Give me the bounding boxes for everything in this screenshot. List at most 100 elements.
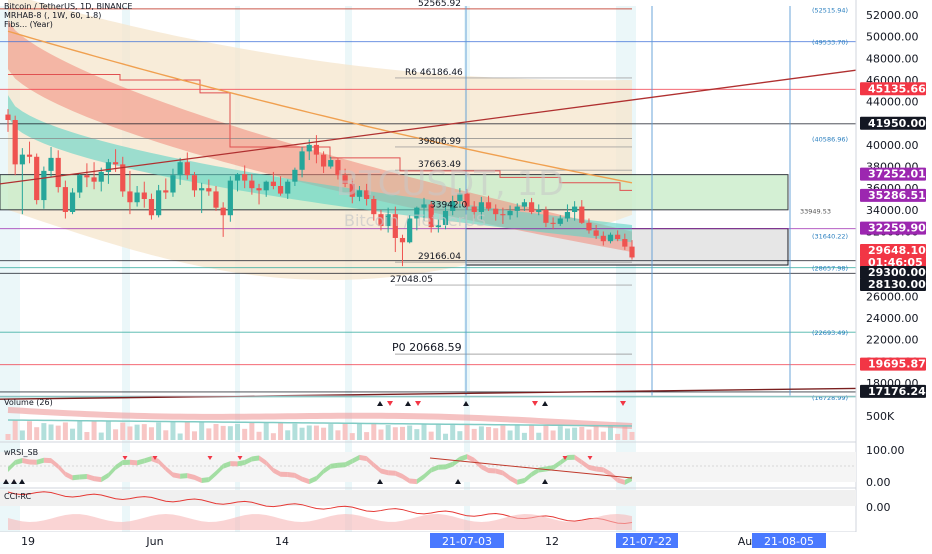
rsi-ribbon-segment [359, 454, 367, 462]
candle-body [77, 175, 83, 193]
volume-bar [529, 424, 535, 440]
rsi-ribbon-segment [431, 464, 439, 473]
cci-panel-title[interactable]: CCI-RC [4, 492, 32, 501]
volume-bar [321, 427, 327, 440]
pivot-step-line [8, 74, 632, 191]
watermark-symbol: BTCUSDT, 1D [336, 164, 565, 204]
rsi-ribbon-segment [172, 472, 181, 479]
candle-body [356, 190, 363, 197]
rsi-ribbon-segment [115, 459, 123, 471]
volume-bar [414, 429, 420, 440]
rsi-ribbon-segment [574, 454, 582, 465]
rsi-ribbon-segment [495, 468, 503, 476]
candle-body [156, 190, 162, 216]
volume-panel-title[interactable]: Volume (26) [4, 398, 53, 407]
volume-bar [199, 422, 205, 440]
price-axis-tick: 26000.00 [866, 290, 919, 303]
volume-bar [84, 432, 90, 440]
volume-ma-red [7, 407, 633, 429]
candle-body [607, 234, 614, 242]
fib-level-label: (40586.96) [812, 136, 848, 144]
rsi-ribbon-segment [144, 456, 152, 464]
price-axis-tick: 48000.00 [866, 52, 919, 65]
rsi-ribbon-segment [101, 472, 109, 483]
candle-body [450, 201, 456, 211]
rsi-ribbon-segment [502, 470, 511, 481]
volume-bar [278, 422, 284, 440]
rsi-ribbon-segment [187, 473, 195, 480]
rsi-ribbon-segment [309, 475, 317, 485]
rsi-ribbon-segment [94, 476, 102, 483]
volume-signal-arrow [387, 401, 393, 406]
rsi-ribbon-segment [158, 458, 166, 472]
candle-body [234, 174, 241, 181]
volume-signal-arrow [542, 401, 548, 406]
volume-bar [342, 423, 348, 440]
candle-body [62, 187, 68, 212]
candle-body [335, 160, 341, 176]
rsi-ribbon-segment [373, 462, 381, 474]
rsi-ribbon-segment [122, 459, 130, 465]
rsi-ribbon-segment [603, 467, 611, 477]
candle-body [163, 190, 169, 193]
pivot-level-label: R6 46186.46 [405, 68, 463, 78]
candle-body [26, 154, 33, 157]
symbol-line[interactable]: Bitcoin / TetherUS, 1D, BINANCE [4, 2, 133, 11]
rsi-signal-mark [19, 479, 25, 484]
price-tag-background [860, 278, 926, 291]
cci-histogram [8, 514, 632, 530]
candle-body [557, 218, 563, 224]
fib-level-label: (31640.22) [812, 232, 848, 240]
volume-signal-arrow [377, 401, 383, 406]
candle-body [220, 207, 226, 216]
fib-level-label: (16728.99) [812, 394, 848, 402]
rsi-panel-title[interactable]: wRSI_SB [4, 448, 39, 457]
volume-bar [399, 426, 405, 440]
rsi-ribbon-segment [201, 477, 209, 483]
candle-body [12, 119, 18, 165]
volume-bar [120, 422, 126, 440]
volume-bar [464, 424, 470, 440]
volume-bar [486, 426, 492, 440]
volume-signal-arrow [620, 401, 626, 406]
rsi-ribbon-segment [65, 471, 73, 481]
pivot-level-label: 29166.04 [418, 252, 461, 262]
rsi-ribbon-segment [424, 467, 432, 479]
candle-body [622, 239, 628, 247]
volume-bar [371, 423, 377, 440]
volume-bar [536, 432, 542, 440]
indicator-line-1[interactable]: MRHAB-8 (, 1W, 60, 1.8) [4, 11, 102, 20]
rsi-ribbon-segment [596, 466, 604, 473]
volume-bar [27, 421, 33, 440]
volume-bar [356, 423, 362, 440]
rsi-signal-mark [3, 479, 9, 484]
candle-body [378, 214, 384, 227]
volume-bar [41, 423, 47, 440]
volume-bar [471, 428, 477, 440]
rsi-ribbon-segment [366, 456, 374, 468]
rsi-ribbon-segment [151, 456, 159, 464]
volume-bar [335, 430, 341, 440]
candle-body [170, 175, 176, 193]
rsi-ribbon-segment [302, 476, 310, 485]
rsi-ribbon-segment [567, 454, 575, 460]
candle-body [615, 234, 621, 240]
volume-bar [77, 421, 83, 440]
price-tag-label: 29300.00 [868, 266, 926, 279]
price-axis-tick: 24000.00 [866, 312, 919, 325]
volume-bar [543, 425, 549, 440]
indicator-line-2[interactable]: Fibs... (Year) [4, 20, 53, 29]
volume-axis-tick: 500K [866, 410, 895, 423]
candle-body [464, 193, 470, 207]
rsi-ribbon-segment [553, 460, 561, 471]
volume-bar [191, 431, 197, 440]
time-axis-tick: 19 [21, 535, 35, 548]
price-tag-label: 35286.51 [868, 189, 926, 202]
trend-ribbon-teal [8, 95, 632, 243]
volume-bar [163, 430, 169, 440]
time-axis-highlight-label: 21-07-03 [442, 535, 492, 548]
candle-body [385, 214, 391, 227]
rsi-ribbon-segment [280, 471, 288, 477]
